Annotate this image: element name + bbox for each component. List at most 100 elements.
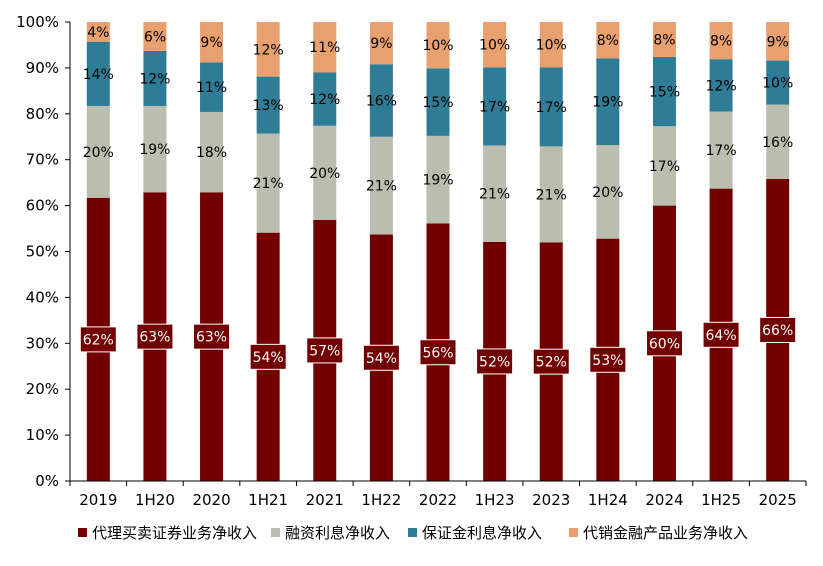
data-label: 11%	[196, 80, 227, 96]
data-label: 9%	[767, 34, 789, 50]
data-label-badge	[589, 346, 627, 373]
data-label: 11%	[309, 40, 340, 56]
data-label: 21%	[366, 179, 397, 195]
data-label: 15%	[422, 95, 453, 111]
bar-segment-2	[766, 60, 790, 105]
bar-stack-1H23: 52% 21% 17% 10%	[476, 22, 514, 481]
legend-item-0: 代理买卖证券业务净收入	[78, 524, 257, 542]
bar-segment-1	[143, 105, 167, 193]
bar-segment-2	[369, 64, 393, 137]
bar-stack-2024: 60% 17% 15% 8%	[645, 22, 683, 481]
bar-stack-1H21: 54% 21% 13% 12%	[249, 22, 287, 481]
data-label-badge	[532, 348, 570, 375]
bar-segment-3	[652, 22, 676, 57]
data-label: 53%	[592, 353, 623, 369]
bar-segment-2	[483, 67, 507, 146]
y-axis: 0% 10% 20% 30% 40% 50% 60% 70% 80% 90% 100%	[16, 13, 71, 490]
legend-item-2: 保证金利息净收入	[408, 524, 542, 542]
bar-stack-2022: 56% 19% 15% 10%	[419, 22, 457, 481]
legend-label: 代销金融产品业务净收入	[583, 524, 748, 542]
legend-label: 融资利息净收入	[285, 524, 390, 542]
bar-stack-1H20: 63% 19% 12% 6%	[136, 22, 174, 481]
bar-segment-3	[369, 22, 393, 65]
data-label: 16%	[366, 93, 397, 109]
bar-segment-1	[766, 104, 790, 179]
data-label: 20%	[592, 185, 623, 201]
data-label: 63%	[196, 330, 227, 346]
bar-segment-1	[596, 145, 620, 239]
x-tick-label: 2021	[306, 491, 344, 509]
x-axis: 2019 1H20 2020 1H21 2021 1H22 2022 1H23 2023 1H24…	[69, 480, 807, 509]
y-tick-label: 100%	[16, 13, 59, 31]
bar-stack-1H24: 53% 20% 19% 8%	[589, 22, 627, 481]
bar-segment-2	[596, 58, 620, 146]
bar-segment-1	[652, 126, 676, 206]
data-label: 12%	[139, 71, 170, 87]
legend-swatch	[408, 528, 417, 537]
bar-segment-2	[86, 41, 110, 106]
y-tick-label: 20%	[26, 380, 59, 398]
legend-swatch	[569, 528, 578, 537]
bar-segment-3	[483, 22, 507, 68]
data-label: 18%	[196, 145, 227, 161]
bar-segment-1	[256, 133, 280, 233]
x-tick-label: 2023	[532, 491, 570, 509]
data-label: 8%	[653, 32, 675, 48]
data-label: 62%	[83, 332, 114, 348]
bar-segment-1	[539, 146, 563, 243]
bar-stack-1H25: 64% 17% 12% 8%	[702, 22, 740, 481]
data-label-badge	[306, 337, 344, 364]
data-label: 20%	[309, 166, 340, 182]
data-label-badge	[759, 316, 797, 343]
bars: 62% 20% 14% 4% 63% 19% 12% 6% 63% 18% 11% 9% 54% 21% 1…	[79, 22, 797, 482]
data-label: 15%	[649, 85, 680, 101]
data-label: 10%	[762, 76, 793, 92]
y-tick-label: 40%	[26, 288, 59, 306]
bar-segment-3	[766, 22, 790, 61]
data-label: 60%	[649, 336, 680, 352]
bar-segment-2	[256, 76, 280, 134]
bar-segment-2	[426, 68, 450, 136]
data-label: 10%	[479, 38, 510, 54]
x-tick-label: 1H21	[248, 491, 288, 509]
bar-segment-3	[313, 22, 337, 73]
bar-segment-3	[143, 22, 167, 51]
x-tick-label: 2019	[79, 491, 117, 509]
bar-segment-3	[256, 22, 280, 77]
data-label: 4%	[87, 25, 109, 41]
bar-segment-3	[86, 22, 110, 42]
legend: 代理买卖证券业务净收入 融资利息净收入 保证金利息净收入 代销金融产品业务净收入	[78, 524, 748, 542]
data-label: 8%	[710, 34, 732, 50]
data-label: 12%	[309, 92, 340, 108]
bar-segment-2	[539, 67, 563, 147]
data-label: 20%	[83, 145, 114, 161]
data-label-badge	[362, 344, 400, 371]
x-tick-label: 2024	[645, 491, 683, 509]
data-label: 17%	[536, 100, 567, 116]
data-label: 19%	[422, 173, 453, 189]
bar-segment-3	[200, 22, 224, 63]
data-label: 21%	[253, 176, 284, 192]
legend-swatch	[78, 528, 87, 537]
bar-segment-1	[86, 105, 110, 198]
bar-segment-3	[426, 22, 450, 69]
x-tick-label: 2025	[759, 491, 797, 509]
data-label: 52%	[479, 354, 510, 370]
bar-stack-2020: 63% 18% 11% 9%	[193, 22, 231, 481]
y-tick-label: 80%	[26, 105, 59, 123]
data-label: 54%	[366, 351, 397, 367]
data-label: 63%	[139, 330, 170, 346]
bar-segment-2	[652, 56, 676, 127]
bar-stack-2025: 66% 16% 10% 9%	[759, 22, 797, 481]
bar-segment-3	[596, 22, 620, 59]
data-label-badge	[193, 323, 231, 350]
bar-segment-2	[143, 50, 167, 106]
data-label: 17%	[479, 99, 510, 115]
data-label-badge	[645, 330, 683, 357]
data-label: 21%	[479, 187, 510, 203]
data-label: 21%	[536, 187, 567, 203]
data-label: 19%	[139, 142, 170, 158]
data-label-badge	[702, 321, 740, 348]
data-label: 66%	[762, 323, 793, 339]
